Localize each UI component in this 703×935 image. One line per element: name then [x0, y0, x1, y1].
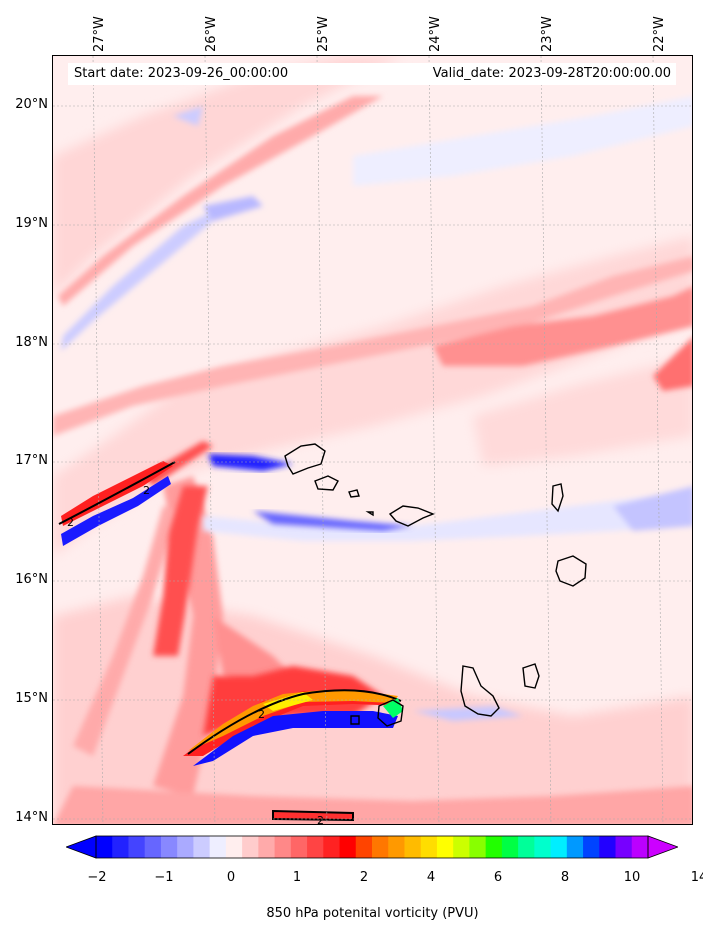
colorbar-cell: [518, 836, 535, 858]
colorbar: [66, 835, 678, 859]
lon-label-27w: 27°W: [92, 16, 107, 52]
cb-tick-8: 8: [560, 870, 570, 885]
colorbar-cell: [550, 836, 568, 858]
lon-label-22w: 22°W: [652, 16, 667, 52]
colorbar-cell: [96, 836, 113, 858]
southern-dipole: [183, 689, 403, 822]
lat-label-18n: 18°N: [15, 335, 48, 350]
colorbar-cell: [112, 836, 129, 858]
island-santo-antao: [284, 443, 326, 475]
colorbar-cell: [436, 836, 454, 858]
lon-label-23w: 23°W: [540, 16, 555, 52]
island-sao-nicolau: [388, 505, 435, 527]
colorbar-cell: [501, 836, 519, 858]
colorbar-cell: [274, 836, 292, 858]
island-brava: [350, 715, 360, 725]
colorbar-cell: [242, 836, 259, 858]
island-sao-vicente: [314, 475, 339, 491]
island-outlines: [284, 443, 587, 727]
northern-dipole: [58, 454, 413, 546]
lat-label-17n: 17°N: [15, 453, 48, 468]
colorbar-cell: [339, 836, 357, 858]
colorbar-cell: [290, 836, 308, 858]
island-fogo: [377, 699, 404, 727]
colorbar-cell: [355, 836, 373, 858]
cb-tick-2: 2: [359, 870, 369, 885]
weak-negative-streaks: [61, 96, 692, 721]
colorbar-cell: [631, 836, 649, 858]
island-maio: [522, 663, 540, 689]
colorbar-min-arrow: [66, 835, 97, 859]
colorbar-cell: [599, 836, 617, 858]
island-small: [365, 511, 374, 517]
colorbar-cell: [388, 836, 405, 858]
colorbar-cell: [177, 836, 194, 858]
colorbar-cell: [160, 836, 178, 858]
colorbar-cell: [307, 836, 324, 858]
colorbar-cell: [372, 836, 389, 858]
date-header-box: [68, 63, 676, 85]
colorbar-cell: [566, 836, 584, 858]
colorbar-cell: [209, 836, 227, 858]
island-santa-luzia: [348, 489, 360, 498]
map-panel: 2 2 2 2: [52, 55, 693, 825]
lat-label-20n: 20°N: [15, 97, 48, 112]
gridlines: [53, 56, 692, 824]
cb-tick-14: 14: [690, 870, 703, 885]
valid-date-text: Valid_date: 2023-09-28T20:00:00.00: [432, 66, 671, 81]
colorbar-cells: [96, 836, 649, 858]
lat-label-16n: 16°N: [15, 572, 48, 587]
colorbar-cell: [258, 836, 276, 858]
cb-tick-1: 1: [292, 870, 302, 885]
colorbar-cell: [469, 836, 487, 858]
colorbar-cell: [615, 836, 633, 858]
lat-label-19n: 19°N: [15, 216, 48, 231]
contour-label-2-a: 2: [143, 484, 150, 497]
colorbar-cell: [225, 836, 243, 858]
contour-label-2-d: 2: [317, 814, 324, 825]
cb-tick--2: −2: [87, 870, 107, 885]
colorbar-cell: [323, 836, 341, 858]
lon-label-26w: 26°W: [204, 16, 219, 52]
colorbar-border: [95, 835, 649, 859]
colorbar-cell: [485, 836, 503, 858]
cb-tick-10: 10: [623, 870, 641, 885]
cb-tick-0: 0: [226, 870, 236, 885]
contour-label-2-b: 2: [67, 516, 74, 529]
pv-field-map: 2 2 2 2: [53, 56, 692, 825]
colorbar-cell: [583, 836, 600, 858]
lon-label-25w: 25°W: [316, 16, 331, 52]
colorbar-cell: [534, 836, 552, 858]
island-sal: [551, 483, 564, 513]
cb-tick-4: 4: [426, 870, 436, 885]
colorbar-cell: [404, 836, 422, 858]
lon-label-24w: 24°W: [428, 16, 443, 52]
colorbar-cell: [453, 836, 470, 858]
colorbar-cell: [193, 836, 211, 858]
colorbar-label: 850 hPa potenital vorticity (PVU): [266, 906, 479, 921]
lat-label-15n: 15°N: [15, 691, 48, 706]
island-boa-vista: [555, 555, 587, 587]
colorbar-cell: [420, 836, 438, 858]
colorbar-cell: [128, 836, 146, 858]
cb-tick-6: 6: [493, 870, 503, 885]
start-date-text: Start date: 2023-09-26_00:00:00: [74, 66, 289, 81]
colorbar-cell: [144, 836, 162, 858]
contour-label-2-c: 2: [258, 708, 265, 721]
cb-tick--1: −1: [154, 870, 174, 885]
island-santiago: [460, 665, 500, 717]
colorbar-max-arrow: [647, 835, 678, 859]
lat-label-14n: 14°N: [15, 810, 48, 825]
